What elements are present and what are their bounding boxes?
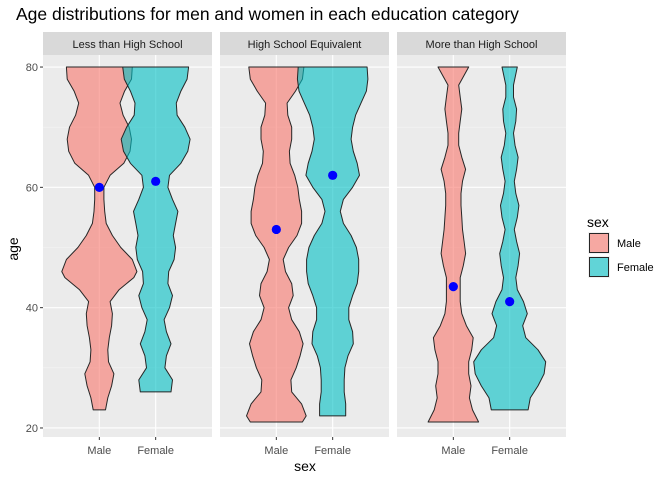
y-tick-label: 60 (26, 182, 38, 194)
panel-background (43, 55, 212, 437)
legend-label: Male (617, 238, 641, 250)
mean-point (448, 282, 458, 292)
mean-point (151, 176, 161, 186)
facet-strip (397, 32, 566, 55)
mean-point (328, 170, 338, 180)
facet-panel: Less than High School Male Female (43, 32, 212, 457)
x-tick-label: Female (491, 445, 528, 457)
facet-panel: More than High School Male Female (397, 32, 566, 457)
violin-female (296, 66, 369, 417)
y-axis: 20 40 60 80 (26, 62, 43, 435)
x-tick-label: Male (264, 445, 288, 457)
x-tick-label: Male (441, 445, 465, 457)
legend: sex Male Female (587, 214, 654, 278)
chart-title: Age distributions for men and women in e… (16, 4, 519, 24)
facet-strip (220, 32, 389, 55)
y-axis-title: age (5, 237, 21, 261)
x-tick-label: Female (137, 445, 174, 457)
violin-male (427, 66, 480, 423)
x-tick-label: Male (87, 445, 111, 457)
facet-panel: High School Equivalent Male Female (220, 32, 389, 457)
y-tick-label: 20 (26, 423, 38, 435)
legend-label: Female (617, 262, 654, 274)
violin-female (473, 66, 547, 411)
facet-strip-label: More than High School (426, 39, 538, 51)
y-tick-label: 80 (26, 62, 38, 74)
violin-male (61, 66, 138, 411)
facet-strip-label: Less than High School (72, 39, 182, 51)
violin-female (120, 66, 191, 393)
legend-title: sex (587, 214, 609, 230)
legend-swatch-male (589, 233, 609, 253)
x-axis-title: sex (294, 458, 316, 474)
panel-background (220, 55, 389, 437)
mean-point (505, 297, 515, 307)
legend-swatch-female (589, 257, 609, 277)
facet-strip (43, 32, 212, 55)
y-tick-label: 40 (26, 303, 38, 315)
facet-strip-label: High School Equivalent (248, 39, 362, 51)
x-tick-label: Female (314, 445, 351, 457)
violin-male (246, 66, 307, 423)
mean-point (94, 182, 104, 192)
mean-point (271, 224, 281, 235)
